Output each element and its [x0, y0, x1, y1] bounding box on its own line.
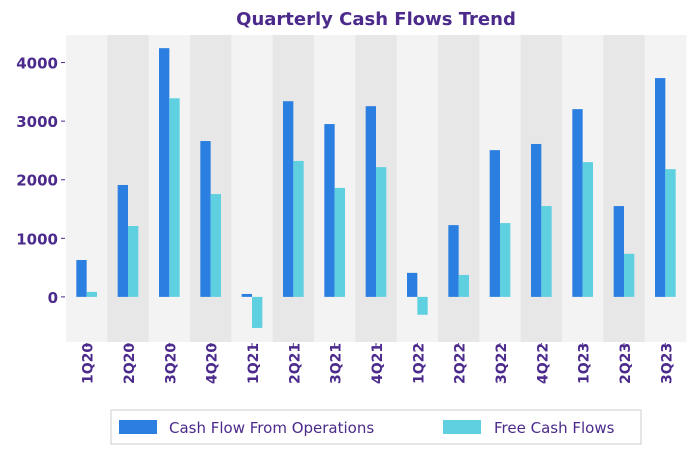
- x-tick-label: 4Q21: [370, 343, 386, 384]
- bar-cfo: [76, 259, 87, 297]
- bar-cfo: [531, 143, 542, 297]
- x-axis: 1Q20 2Q20 3Q20 4Q20 1Q21 2Q21 3Q21 4Q21 1Q22 2Q22…: [81, 343, 676, 384]
- category-band: [66, 35, 108, 342]
- bar-fcf: [624, 253, 635, 297]
- x-tick-label: 1Q21: [246, 343, 262, 384]
- legend-label-fcf: Free Cash Flows: [494, 419, 615, 437]
- y-tick-label: 1000: [16, 230, 58, 248]
- bar-cfo: [489, 150, 500, 297]
- bar-cfo: [324, 124, 335, 297]
- bar-cfo: [241, 293, 252, 297]
- bar-fcf: [541, 206, 552, 297]
- x-tick-label: 2Q21: [287, 343, 303, 384]
- bar-fcf: [293, 160, 304, 297]
- category-band: [231, 35, 274, 342]
- x-tick-label: 3Q21: [329, 343, 345, 384]
- category-band: [396, 35, 439, 342]
- y-tick-label: 4000: [16, 55, 58, 73]
- bar-fcf: [169, 98, 180, 297]
- x-tick-label: 3Q22: [494, 343, 510, 384]
- bar-fcf: [252, 296, 263, 328]
- bar-fcf: [86, 291, 97, 297]
- bar-fcf: [128, 225, 139, 297]
- bar-cfo: [365, 106, 376, 297]
- bar-fcf: [665, 169, 676, 297]
- legend-label-cfo: Cash Flow From Operations: [169, 419, 374, 437]
- bar-fcf: [458, 274, 469, 297]
- x-tick-label: 4Q22: [535, 343, 551, 384]
- x-tick-label: 4Q20: [205, 343, 221, 384]
- bar-cfo: [448, 225, 459, 297]
- legend: Cash Flow From Operations Free Cash Flow…: [110, 409, 642, 445]
- bar-cfo: [159, 48, 170, 297]
- y-tick-label: 0: [48, 289, 58, 307]
- bar-fcf: [582, 162, 593, 297]
- x-tick-label: 1Q22: [411, 343, 427, 384]
- chart-title: Quarterly Cash Flows Trend: [236, 9, 516, 30]
- bar-cfo: [572, 109, 583, 297]
- legend-swatch-fcf: [443, 420, 481, 434]
- bars: [76, 48, 676, 328]
- y-tick-label: 3000: [16, 113, 58, 131]
- bar-fcf: [417, 296, 428, 315]
- bar-cfo: [200, 141, 211, 297]
- y-axis: 0 1000 2000 3000 4000: [16, 55, 65, 307]
- bar-cfo: [613, 206, 624, 297]
- legend-box: [110, 409, 642, 445]
- bar-cfo: [117, 184, 128, 297]
- y-tick-label: 2000: [16, 172, 58, 190]
- bar-cfo: [655, 78, 666, 297]
- x-tick-label: 3Q23: [659, 343, 675, 384]
- bar-fcf: [210, 194, 221, 297]
- bar-fcf: [376, 167, 387, 297]
- bar-fcf: [334, 187, 345, 297]
- x-tick-label: 2Q22: [453, 343, 469, 384]
- x-tick-label: 2Q20: [122, 343, 138, 384]
- x-tick-label: 2Q23: [618, 343, 634, 384]
- bar-fcf: [500, 223, 511, 297]
- x-tick-label: 3Q20: [163, 343, 179, 384]
- x-tick-label: 1Q20: [81, 343, 97, 384]
- x-tick-label: 1Q23: [577, 343, 593, 384]
- bar-cfo: [283, 101, 294, 297]
- legend-swatch-cfo: [119, 420, 157, 434]
- bar-cfo: [407, 272, 418, 297]
